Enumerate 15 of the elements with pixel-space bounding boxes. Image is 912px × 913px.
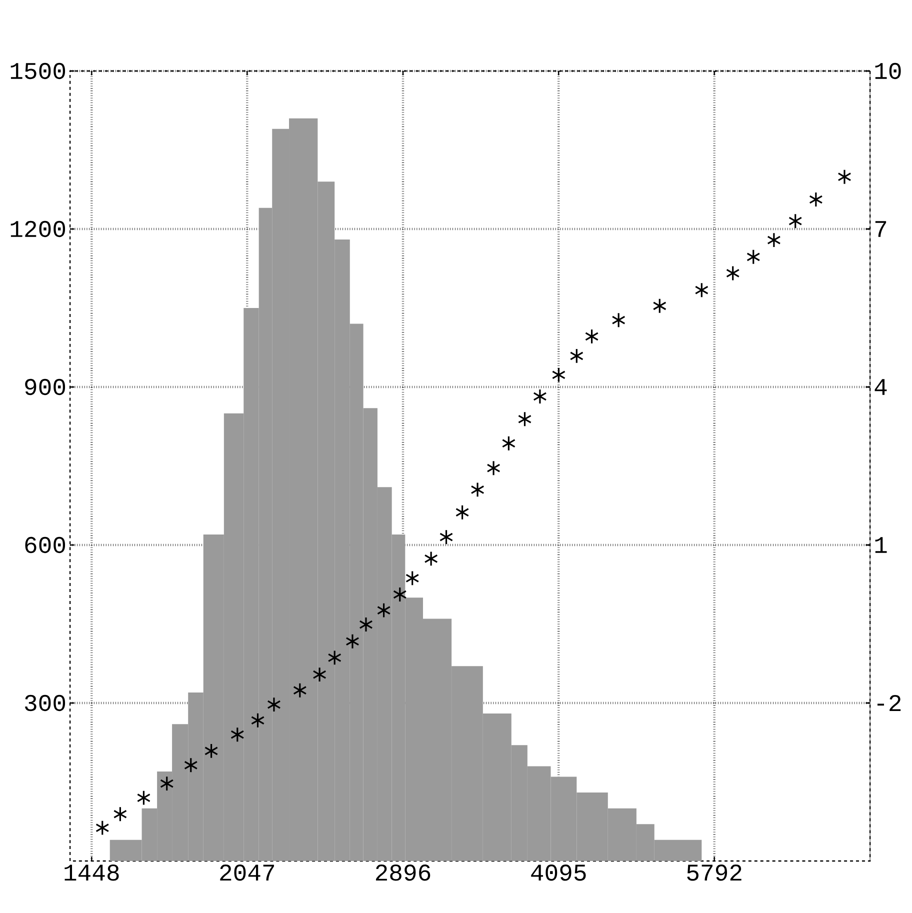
y-tick-label: 1200: [10, 220, 66, 238]
x-tick-label: 5792: [687, 864, 742, 881]
x-tick-label: 4095: [531, 864, 586, 881]
y2-tick-label: -2: [877, 695, 901, 711]
y2-tick-label: 1: [875, 537, 887, 553]
y-tick-label: 1500: [10, 62, 66, 80]
x-tick-label: 2896: [376, 864, 430, 881]
y2-tick-label: 7: [875, 221, 886, 237]
y-tick-label: 300: [24, 694, 66, 712]
y2-tick-label: 10: [875, 62, 901, 80]
y-tick-label: 900: [25, 378, 66, 396]
y-tick-label: 600: [25, 536, 66, 554]
x-tick-label: 1448: [64, 864, 119, 881]
y2-tick-label: 4: [874, 379, 887, 395]
x-tick-label: 2047: [220, 864, 274, 881]
